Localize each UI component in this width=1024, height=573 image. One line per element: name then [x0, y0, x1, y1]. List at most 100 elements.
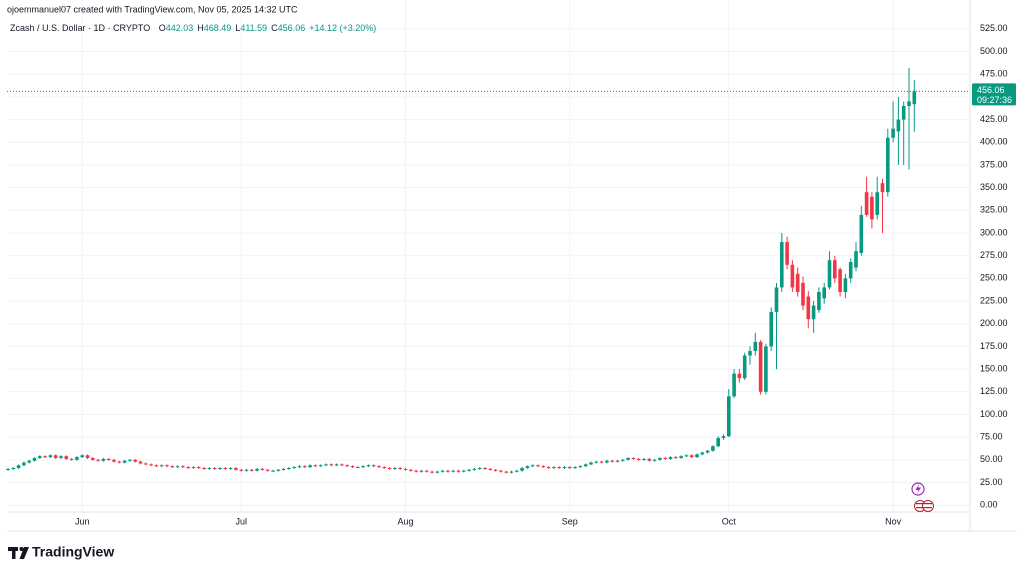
- candle-body: [75, 457, 79, 460]
- candle-body: [822, 287, 826, 299]
- candle-body: [117, 461, 122, 463]
- x-tick-label: Oct: [722, 516, 737, 526]
- candle-body: [265, 469, 270, 471]
- candle-body: [48, 455, 53, 458]
- candle-body: [69, 458, 74, 460]
- candle-body: [414, 470, 418, 472]
- candle-body: [6, 468, 10, 470]
- candle-body: [22, 462, 26, 466]
- countdown: 09:27:36: [977, 95, 1012, 105]
- candle-body: [541, 466, 546, 468]
- candle-body: [700, 452, 705, 455]
- candle-body: [790, 264, 795, 288]
- candle-body: [366, 465, 371, 467]
- candle-body: [605, 460, 609, 463]
- candle-body: [493, 469, 498, 471]
- candle-body: [520, 467, 524, 471]
- y-tick-label: 400.00: [980, 137, 1008, 147]
- change: +14.12 (+3.20%): [309, 23, 376, 33]
- candle-body: [769, 311, 773, 347]
- candle-body: [674, 457, 678, 459]
- candle-body: [250, 469, 254, 471]
- candle-body: [287, 467, 291, 469]
- candle-body: [467, 469, 471, 471]
- candle-body: [621, 459, 625, 461]
- candle-body: [901, 105, 906, 120]
- candle-body: [260, 468, 265, 470]
- candle-body: [780, 242, 784, 288]
- candle-body: [308, 465, 312, 468]
- y-tick-label: 125.00: [980, 386, 1008, 396]
- candle-body: [472, 468, 477, 470]
- candle-body: [679, 456, 683, 459]
- flag-stripe: [924, 503, 932, 505]
- x-tick-label: Jul: [235, 516, 247, 526]
- candle-body: [742, 355, 747, 379]
- price-label: 456.06: [977, 85, 1005, 95]
- legend: Zcash / U.S. Dollar · 1D · CRYPTO O442.0…: [10, 23, 376, 33]
- candle-body: [732, 373, 736, 397]
- candle-body: [345, 465, 349, 467]
- y-tick-label: 175.00: [980, 341, 1008, 351]
- candle-body: [91, 458, 95, 460]
- y-tick-label: 425.00: [980, 114, 1008, 124]
- candle-body: [462, 470, 466, 472]
- symbol: Zcash / U.S. Dollar · 1D · CRYPTO: [10, 23, 150, 33]
- candle-body: [880, 183, 885, 193]
- candle-body: [568, 467, 572, 469]
- candle-body: [838, 269, 842, 292]
- y-tick-label: 200.00: [980, 318, 1008, 328]
- candle-body: [647, 458, 652, 461]
- candle-body: [403, 468, 408, 470]
- candle-body: [297, 466, 302, 468]
- candle-body: [456, 470, 461, 472]
- candle-body: [552, 467, 556, 469]
- candle-body: [583, 464, 588, 467]
- candle-body: [896, 119, 901, 132]
- y-tick-label: 0.00: [980, 500, 998, 510]
- candle-body: [833, 260, 837, 279]
- candles: [6, 67, 917, 474]
- candle-body: [276, 469, 281, 471]
- candle-body: [716, 438, 720, 447]
- candle-body: [27, 460, 31, 463]
- logo-text: TradingView: [32, 544, 114, 560]
- candle-body: [705, 450, 710, 453]
- candle-body: [483, 467, 487, 469]
- candle-body: [795, 273, 800, 292]
- candle-body: [281, 468, 286, 470]
- candle-body: [350, 466, 355, 468]
- candle-body: [525, 466, 530, 468]
- candle-body: [499, 470, 503, 472]
- candle-body: [610, 460, 614, 462]
- candle-body: [721, 436, 726, 439]
- candle-body: [154, 465, 159, 467]
- event-icon-bolt: [915, 484, 921, 494]
- y-tick-label: 225.00: [980, 295, 1008, 305]
- candle-body: [546, 467, 551, 469]
- candle-body: [271, 470, 275, 472]
- candle-body: [356, 467, 360, 469]
- candle-body: [737, 373, 742, 379]
- candle-body: [234, 467, 238, 470]
- candle-body: [361, 466, 365, 468]
- candle-body: [435, 471, 440, 473]
- plot-area: [7, 0, 970, 531]
- candle-body: [642, 458, 646, 460]
- candle-body: [149, 464, 153, 466]
- flag-icon[interactable]: [922, 500, 934, 512]
- candle-body: [393, 467, 397, 469]
- candle-body: [186, 467, 190, 469]
- ohlc-value: 411.59: [240, 23, 267, 33]
- candle-body: [785, 242, 789, 265]
- ohlc-value: 468.49: [204, 23, 232, 33]
- candle-body: [128, 459, 132, 461]
- candle-body: [684, 455, 689, 457]
- candle-body: [170, 466, 175, 468]
- candle-body: [207, 467, 212, 469]
- candle-body: [11, 467, 16, 469]
- candle-body: [424, 470, 429, 472]
- x-tick-label: Jun: [75, 516, 90, 526]
- candle-body: [886, 137, 890, 193]
